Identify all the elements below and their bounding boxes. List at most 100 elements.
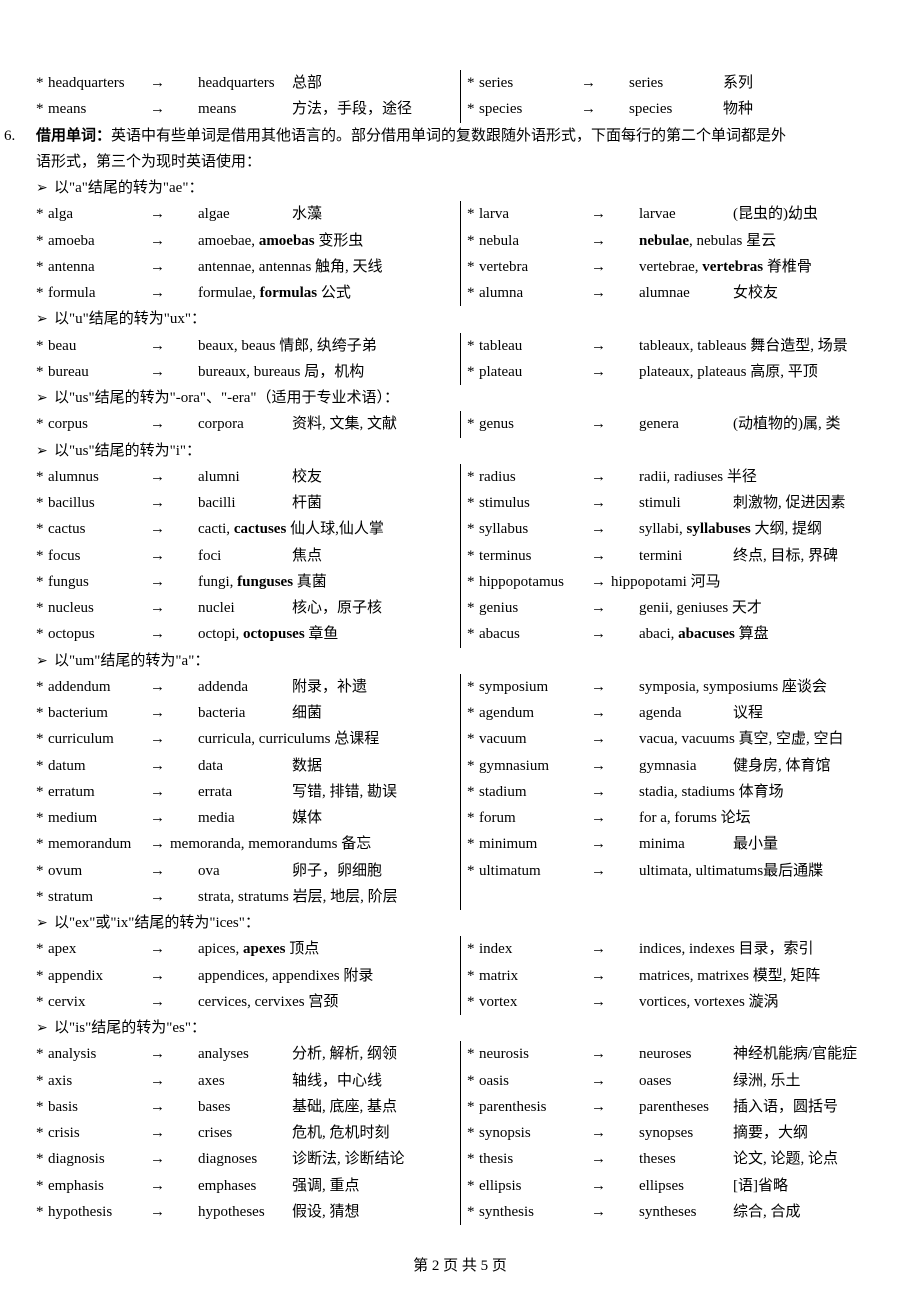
plural-and-meaning: vortices, vortexes 漩涡	[639, 989, 779, 1015]
arrow: →	[150, 543, 198, 569]
plural-and-meaning: octopi, octopuses 章鱼	[198, 621, 338, 647]
lexicon-entry: *datum→data数据	[36, 753, 454, 779]
subsection-title: 以"a"结尾的转为"ae"：	[54, 175, 203, 201]
plural-and-meaning: vacua, vacuums 真空, 空虚, 空白	[639, 726, 844, 752]
plural-and-meaning: nebulae, nebulas 星云	[639, 228, 776, 254]
meaning: 论文, 论题, 论点	[733, 1146, 838, 1172]
bullet: *	[36, 490, 48, 516]
singular: vertebra	[479, 254, 591, 280]
lexicon-entry: *emphasis→emphases强调, 重点	[36, 1173, 454, 1199]
plural: data	[198, 753, 292, 779]
subsection-heading: ➢以"is"结尾的转为"es"：	[36, 1015, 884, 1041]
bullet: *	[36, 753, 48, 779]
arrow: →	[150, 1173, 198, 1199]
plural: synopses	[639, 1120, 733, 1146]
singular: stimulus	[479, 490, 591, 516]
arrow: →	[150, 1199, 198, 1225]
subsections-container: ➢以"a"结尾的转为"ae"：*alga→algae水藻*amoeba→amoe…	[36, 175, 884, 1225]
singular: tableau	[479, 333, 591, 359]
bullet: *	[467, 411, 479, 437]
meaning: 危机, 危机时刻	[292, 1120, 390, 1146]
lexicon-entry: * means → means 方法，手段，途径	[36, 96, 454, 122]
singular: thesis	[479, 1146, 591, 1172]
plural-and-meaning: cervices, cervixes 宫颈	[198, 989, 338, 1015]
singular: bacillus	[48, 490, 150, 516]
plural-and-meaning: hippopotami 河马	[611, 569, 721, 595]
left-column: *alga→algae水藻*amoeba→amoebae, amoebas 变形…	[36, 201, 460, 306]
meaning: 系列	[723, 70, 753, 96]
arrow: →	[150, 779, 198, 805]
arrow: →	[150, 569, 198, 595]
plural: series	[629, 70, 723, 96]
singular: neurosis	[479, 1041, 591, 1067]
subsection-heading: ➢以"us"结尾的转为"i"：	[36, 438, 884, 464]
bullet: *	[36, 516, 48, 542]
plural: minima	[639, 831, 733, 857]
singular: appendix	[48, 963, 150, 989]
bullet: *	[467, 621, 479, 647]
arrow: →	[150, 70, 198, 96]
bullet: *	[467, 963, 479, 989]
arrow: →	[150, 464, 198, 490]
singular: octopus	[48, 621, 150, 647]
bullet: *	[36, 96, 48, 122]
arrow: →	[591, 201, 639, 227]
lexicon-entry: *medium→media媒体	[36, 805, 454, 831]
bullet: *	[36, 543, 48, 569]
arrow: →	[591, 569, 611, 595]
plural-and-meaning: apices, apexes 顶点	[198, 936, 319, 962]
document-page: * headquarters → headquarters 总部 * means…	[0, 0, 920, 1299]
arrow: →	[591, 1199, 639, 1225]
chevron-icon: ➢	[36, 385, 54, 410]
arrow: →	[150, 411, 198, 437]
plural: bases	[198, 1094, 292, 1120]
plural-and-meaning: vertebrae, vertebras 脊椎骨	[639, 254, 812, 280]
top-left-col: * headquarters → headquarters 总部 * means…	[36, 70, 460, 123]
lexicon-entry: *vacuum→vacua, vacuums 真空, 空虚, 空白	[467, 726, 884, 752]
arrow: →	[591, 805, 639, 831]
singular: headquarters	[48, 70, 150, 96]
plural-and-meaning: syllabi, syllabuses 大纲, 提纲	[639, 516, 822, 542]
arrow: →	[150, 1120, 198, 1146]
arrow: →	[150, 490, 198, 516]
left-column: *corpus→corpora资料, 文集, 文献	[36, 411, 460, 437]
bullet: *	[36, 674, 48, 700]
plural: means	[198, 96, 292, 122]
plural: larvae	[639, 201, 733, 227]
bullet: *	[36, 858, 48, 884]
singular: plateau	[479, 359, 591, 385]
lexicon-entry: *crisis→crises危机, 危机时刻	[36, 1120, 454, 1146]
bullet: *	[36, 884, 48, 910]
bullet: *	[467, 490, 479, 516]
meaning: 插入语，圆括号	[733, 1094, 838, 1120]
bullet: *	[36, 726, 48, 752]
singular: series	[479, 70, 581, 96]
singular: antenna	[48, 254, 150, 280]
lexicon-entry: *minimum→minima最小量	[467, 831, 884, 857]
lexicon-entry: *basis→bases基础, 底座, 基点	[36, 1094, 454, 1120]
singular: nucleus	[48, 595, 150, 621]
arrow: →	[591, 1146, 639, 1172]
bullet: *	[467, 359, 479, 385]
arrow: →	[150, 516, 198, 542]
plural: alumnae	[639, 280, 733, 306]
singular: hypothesis	[48, 1199, 150, 1225]
chevron-icon: ➢	[36, 1015, 54, 1040]
subsection-heading: ➢以"um"结尾的转为"a"：	[36, 648, 884, 674]
bullet: *	[36, 569, 48, 595]
plural: bacilli	[198, 490, 292, 516]
bullet: *	[467, 543, 479, 569]
bullet: *	[36, 464, 48, 490]
arrow: →	[150, 831, 170, 857]
lexicon-entry: *memorandum→memoranda, memorandums 备忘	[36, 831, 454, 857]
plural-and-meaning: memoranda, memorandums 备忘	[170, 831, 371, 857]
singular: vortex	[479, 989, 591, 1015]
singular: erratum	[48, 779, 150, 805]
lexicon-entry: *alumna→alumnae女校友	[467, 280, 884, 306]
lexicon-entry: *genius→genii, geniuses 天才	[467, 595, 884, 621]
lexicon-entry: *formula→formulae, formulas 公式	[36, 280, 454, 306]
lexicon-entry: *curriculum→curricula, curriculums 总课程	[36, 726, 454, 752]
singular: alga	[48, 201, 150, 227]
meaning: 健身房, 体育馆	[733, 753, 831, 779]
bullet: *	[36, 280, 48, 306]
